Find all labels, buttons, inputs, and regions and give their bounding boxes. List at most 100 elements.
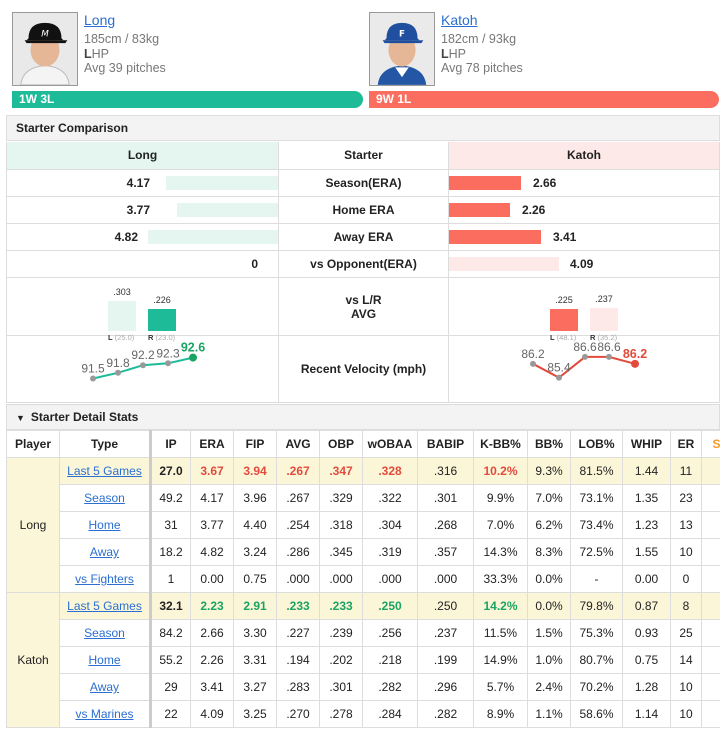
col-header[interactable]: ER <box>670 430 702 458</box>
split-type-link[interactable]: Last 5 Games <box>67 464 142 478</box>
stat-cell: 9.3% <box>527 457 571 485</box>
velocity-point <box>140 362 146 369</box>
stat-cell: 49.2 <box>150 484 191 512</box>
split-type-cell[interactable]: Home <box>59 511 152 539</box>
velocity-label: 86.2 <box>521 347 545 361</box>
stat-cell: .322 <box>362 484 418 512</box>
left-bar <box>166 176 278 190</box>
comparison-col-starter: Starter <box>278 142 449 169</box>
split-type-link[interactable]: vs Marines <box>75 707 134 721</box>
velocity-label: 86.6 <box>573 340 597 354</box>
stat-cell: 3.31 <box>233 646 277 674</box>
stat-cell: 32.1 <box>150 592 191 620</box>
right-bar <box>449 230 541 244</box>
detail-table-wrap: Player Type IP ERA FIP AVG OBP wOBAA BABIP K-BB% B… <box>6 430 720 735</box>
stat-cell: .316 <box>417 457 474 485</box>
col-header[interactable]: BABIP <box>417 430 474 458</box>
stat-cell: 58.6% <box>570 700 623 728</box>
stat-cell: 70.2% <box>570 673 623 701</box>
split-type-link[interactable]: vs Fighters <box>75 572 134 586</box>
stat-cell: .000 <box>319 565 363 593</box>
split-type-link[interactable]: Last 5 Games <box>67 599 142 613</box>
stat-cell: 4.40 <box>233 511 277 539</box>
split-type-link[interactable]: Away <box>89 680 120 694</box>
stat-cell: 10 <box>670 700 702 728</box>
comparison-row: 4.82 Away ERA 3.41 <box>7 224 719 251</box>
split-type-cell[interactable]: Season <box>59 484 152 512</box>
velocity-point <box>556 374 562 381</box>
stat-cell: 3.30 <box>233 619 277 647</box>
pitcher-name-link[interactable]: Long <box>84 12 116 28</box>
stat-cell: 23 <box>670 484 702 512</box>
velocity-point <box>189 353 197 362</box>
stat-cell: 9.9% <box>473 484 528 512</box>
col-header[interactable]: Type <box>59 430 152 458</box>
split-type-link[interactable]: Home <box>88 653 121 667</box>
split-type-cell[interactable]: Last 5 Games <box>59 457 152 485</box>
pitcher-photo-katoh: F <box>369 12 435 86</box>
stat-cell: 27.0 <box>150 457 191 485</box>
right-bar <box>449 257 559 271</box>
avg-label: vs L/R AVG <box>278 278 449 335</box>
col-header[interactable]: FIP <box>233 430 277 458</box>
left-velocity-chart: 91.5 91.8 92.2 92.3 92.6 <box>7 336 278 402</box>
stat-cell: 73.4% <box>570 511 623 539</box>
velocity-label: 91.5 <box>81 362 105 376</box>
split-type-link[interactable]: Home <box>88 518 121 532</box>
col-header[interactable]: ERA <box>190 430 234 458</box>
stat-cell: 2.91 <box>233 592 277 620</box>
col-header[interactable]: IP <box>150 430 191 458</box>
velocity-label: 86.6 <box>597 340 621 354</box>
stat-cell: .278 <box>319 700 363 728</box>
col-header[interactable]: OBP <box>319 430 363 458</box>
stat-cell: 0.93 <box>622 619 671 647</box>
col-header[interactable]: S <box>701 430 720 458</box>
split-type-cell[interactable]: Last 5 Games <box>59 592 152 620</box>
comparison-col-long: Long <box>7 142 278 169</box>
comparison-header-row: Long Starter Katoh <box>7 142 719 170</box>
col-header[interactable]: Player <box>6 430 60 458</box>
right-bar <box>449 176 521 190</box>
velocity-point <box>90 375 96 382</box>
stat-cell: .357 <box>417 538 474 566</box>
row-label: Season(ERA) <box>278 170 449 196</box>
split-type-link[interactable]: Season <box>84 626 125 640</box>
starter-comparison-table: Long Starter Katoh 4.17 Season(ERA) 2.66… <box>6 142 720 403</box>
starter-detail-title[interactable]: ▼ Starter Detail Stats <box>6 404 720 430</box>
col-header[interactable]: wOBAA <box>362 430 418 458</box>
stat-cell: .270 <box>276 700 320 728</box>
stat-cell: 80.7% <box>570 646 623 674</box>
split-type-cell[interactable]: vs Marines <box>59 700 152 728</box>
stat-cell: .250 <box>362 592 418 620</box>
col-header[interactable]: WHIP <box>622 430 671 458</box>
col-header[interactable]: LOB% <box>570 430 623 458</box>
split-type-cell[interactable]: Away <box>59 538 152 566</box>
stat-cell: 4.09 <box>190 700 234 728</box>
stat-cell: 3.96 <box>233 484 277 512</box>
split-type-cell[interactable]: vs Fighters <box>59 565 152 593</box>
avg-pitches: Avg 78 pitches <box>441 61 523 75</box>
stat-cell: 1.0% <box>527 646 571 674</box>
split-type-link[interactable]: Away <box>89 545 120 559</box>
left-value: 4.82 <box>114 230 138 244</box>
stat-cell: 1.5% <box>527 619 571 647</box>
stat-cell: .000 <box>417 565 474 593</box>
height-weight: 185cm / 83kg <box>84 32 160 46</box>
stat-cell: 10 <box>670 538 702 566</box>
col-header[interactable]: AVG <box>276 430 320 458</box>
col-header[interactable]: BB% <box>527 430 571 458</box>
velocity-point <box>631 359 639 368</box>
split-type-cell[interactable]: Away <box>59 673 152 701</box>
split-type-cell[interactable]: Home <box>59 646 152 674</box>
right-value: 2.66 <box>533 176 557 190</box>
col-header[interactable]: K-BB% <box>473 430 528 458</box>
split-type-link[interactable]: Season <box>84 491 125 505</box>
stat-cell <box>701 565 720 593</box>
stat-cell: .239 <box>319 619 363 647</box>
collapse-triangle-icon[interactable]: ▼ <box>16 413 25 423</box>
stat-cell: .237 <box>417 619 474 647</box>
stat-cell: .000 <box>276 565 320 593</box>
split-type-cell[interactable]: Season <box>59 619 152 647</box>
pitcher-name-link[interactable]: Katoh <box>441 12 478 28</box>
stat-cell: 1.23 <box>622 511 671 539</box>
